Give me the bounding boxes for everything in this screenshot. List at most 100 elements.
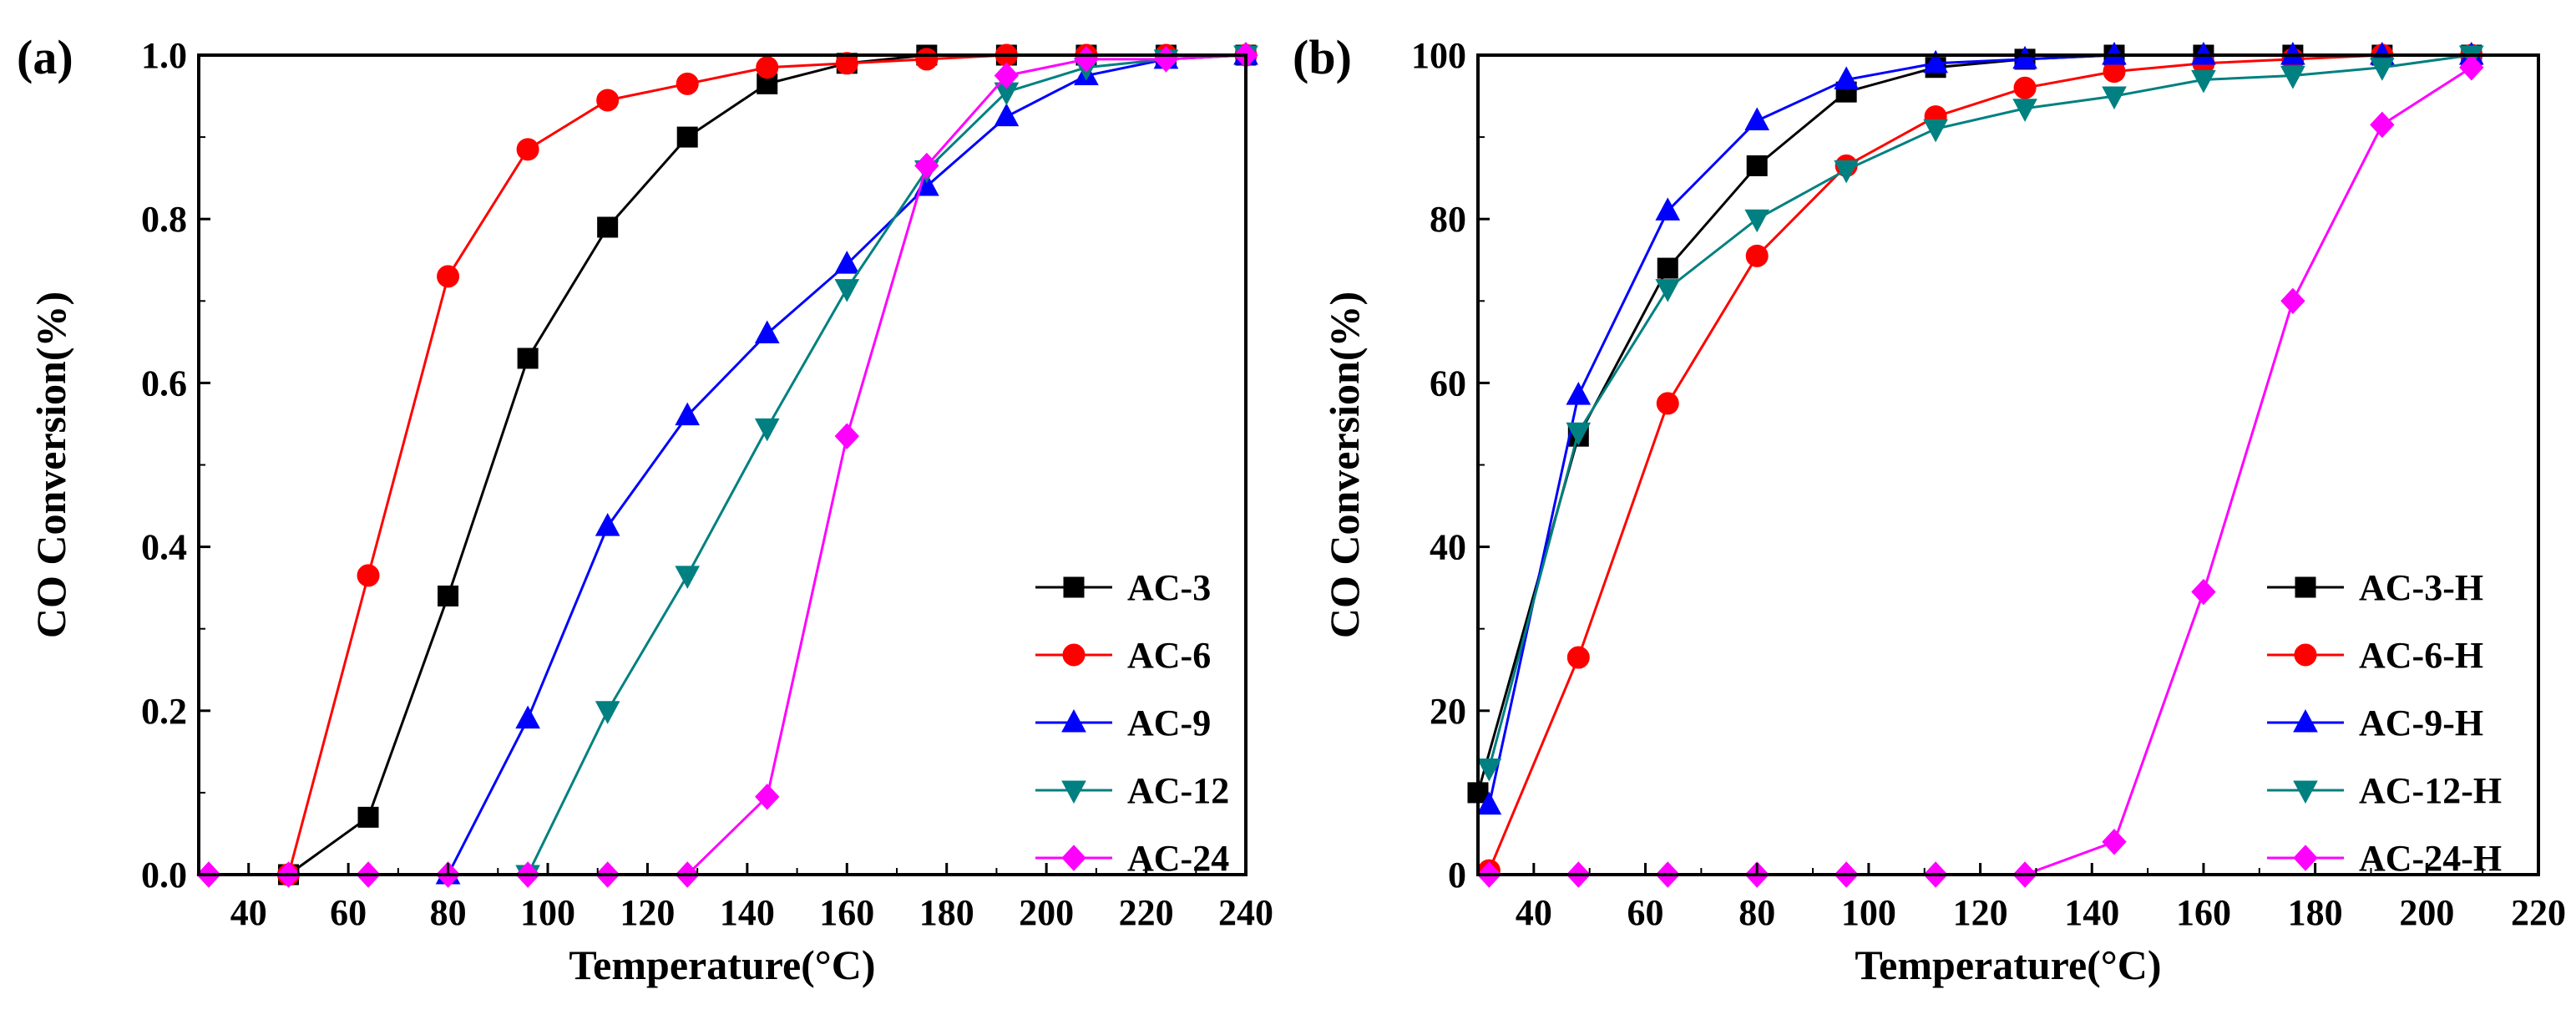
panel-a-ytick-label-2: 0.4 — [141, 527, 187, 568]
panel-a-xtick-label-220: 220 — [1119, 892, 1174, 933]
panel-a-xtick-label-200: 200 — [1019, 892, 1074, 933]
panel-a-legend-label-ac-3: AC-3 — [1127, 567, 1211, 608]
panel-a-x-axis-title: Temperature(°C) — [569, 941, 875, 988]
panel-a-point-ac-6-8 — [915, 48, 939, 71]
panel-b-xtick-label-120: 120 — [1953, 892, 2008, 933]
panel-b-ytick-label-0: 0 — [1448, 855, 1466, 896]
panel-b-legend-marker-ac-3-h — [2295, 576, 2316, 598]
panel-b-line-ac-6-h — [1488, 53, 2472, 871]
panel-b-xtick-label-60: 60 — [1627, 892, 1664, 933]
panel-b-legend-marker-ac-6-h — [2294, 643, 2317, 667]
panel-a-point-ac-6-6 — [756, 56, 779, 79]
panel-b-legend-label-ac-24-h: AC-24-H — [2359, 838, 2502, 879]
panel-a-label: (a) — [17, 30, 73, 84]
panel-a-point-ac-24-10 — [994, 62, 1020, 89]
panel-a-point-ac-6-2 — [437, 265, 460, 288]
panel-a-point-ac-24-8 — [834, 423, 859, 449]
panel-b-legend-marker-ac-24-h — [2293, 845, 2318, 871]
panel-a-legend-marker-ac-6 — [1062, 643, 1086, 667]
panel-b-legend-label-ac-9-h: AC-9-H — [2359, 703, 2483, 743]
panel-b-ytick-label-3: 60 — [1430, 363, 1466, 403]
panel-b-point-ac-12-h-10 — [2370, 58, 2395, 81]
panel-b-xtick-label-160: 160 — [2176, 892, 2231, 933]
panel-a-point-ac-6-1 — [357, 564, 380, 587]
panel-a-legend-marker-ac-24 — [1061, 845, 1086, 871]
panel-b-legend-marker-ac-9-h — [2293, 708, 2318, 733]
panel-b-label: (b) — [1293, 30, 1352, 84]
panel-b-point-ac-24-h-7 — [2102, 829, 2127, 855]
panel-b-point-ac-12-h-6 — [2012, 99, 2037, 122]
panel-a-point-ac-3-5 — [676, 126, 698, 148]
panel-b-xtick-label-180: 180 — [2288, 892, 2343, 933]
panel-a-point-ac-12-3 — [754, 418, 780, 442]
panel-b-ytick-label-5: 100 — [1411, 35, 1466, 76]
panel-b-point-ac-9-h-0 — [1476, 791, 1502, 815]
panel-b-point-ac-9-h-1 — [1566, 382, 1592, 405]
panel-a-legend-label-ac-12: AC-12 — [1127, 770, 1229, 811]
panel-b-x-axis-title: Temperature(°C) — [1855, 941, 2161, 988]
panel-b-point-ac-9-h-2 — [1655, 197, 1681, 221]
panel-b-point-ac-9-h-4 — [1834, 66, 1859, 89]
panel-a-xtick-label-180: 180 — [919, 892, 974, 933]
panel-a-point-ac-6-7 — [835, 52, 858, 75]
panel-a-point-ac-9-5 — [834, 251, 860, 274]
panel-a-point-ac-9-1 — [515, 705, 540, 729]
panel-b-point-ac-3-h-2 — [1657, 257, 1678, 279]
panel-b-point-ac-12-h-9 — [2280, 66, 2305, 89]
panel-a-line-ac-12 — [526, 53, 1247, 875]
panel-a-point-ac-9-4 — [754, 320, 780, 344]
panel-b-y-axis-title: CO Conversion(%) — [1321, 292, 1368, 638]
panel-a-legend-label-ac-24: AC-24 — [1127, 838, 1229, 879]
panel-b-point-ac-6-h-6 — [2013, 76, 2037, 99]
panel-b-legend-label-ac-12-h: AC-12-H — [2359, 770, 2502, 811]
panel-b-point-ac-6-h-2 — [1656, 392, 1679, 415]
panel-a-xtick-label-100: 100 — [520, 892, 575, 933]
panel-b-legend-label-ac-6-h: AC-6-H — [2359, 635, 2483, 676]
panel-a-point-ac-12-2 — [675, 566, 701, 589]
panel-b-point-ac-12-h-1 — [1566, 422, 1592, 446]
panel-a-ytick-label-5: 1.0 — [141, 35, 187, 76]
panel-a-point-ac-6-3 — [516, 138, 539, 161]
panel-a-ytick-label-3: 0.6 — [141, 363, 187, 403]
panel-b-point-ac-12-h-3 — [1744, 209, 1770, 233]
panel-b-point-ac-24-h-10 — [2370, 111, 2395, 139]
panel-a-point-ac-12-4 — [834, 279, 860, 302]
panel-a-point-ac-9-3 — [675, 402, 701, 426]
panel-b-point-ac-9-h-3 — [1744, 107, 1770, 130]
panel-a-point-ac-6-4 — [596, 89, 620, 112]
panel-b-point-ac-24-h-11 — [2459, 53, 2484, 81]
panel-a-point-ac-3-2 — [438, 585, 459, 606]
panel-b-point-ac-6-h-1 — [1566, 646, 1590, 669]
panel-a-point-ac-12-1 — [595, 701, 620, 724]
panel-a-legend-marker-ac-3 — [1063, 576, 1085, 598]
panel-a-legend-marker-ac-12 — [1061, 780, 1086, 804]
panel-a-point-ac-9-2 — [595, 513, 620, 536]
panel-b-xtick-label-140: 140 — [2064, 892, 2119, 933]
panel-a-ytick-label-4: 0.8 — [141, 199, 187, 240]
panel-a-point-ac-24-7 — [755, 784, 780, 810]
panel-a-y-axis-title: CO Conversion(%) — [28, 292, 74, 638]
panel-b-xtick-label-40: 40 — [1516, 892, 1552, 933]
panel-a-ytick-label-0: 0.0 — [141, 855, 187, 896]
panel-b-point-ac-9-h-5 — [1923, 49, 1948, 74]
panel-a-xtick-label-40: 40 — [230, 892, 267, 933]
panel-a-point-ac-3-1 — [357, 806, 379, 828]
panel-b-xtick-label-100: 100 — [1841, 892, 1896, 933]
panel-b-point-ac-12-h-4 — [1834, 160, 1859, 184]
panel-b-line-ac-12-h — [1487, 53, 2472, 769]
panel-a-legend-label-ac-6: AC-6 — [1127, 635, 1211, 676]
panel-b-point-ac-9-h-6 — [2012, 45, 2037, 69]
panel-a-chart: (a) 40 60 80 100 120 140 160 180 200 220 240 0.0 0.2 0… — [17, 30, 1273, 988]
panel-b-xtick-label-200: 200 — [2399, 892, 2454, 933]
panel-a-point-ac-3-3 — [517, 348, 539, 369]
panel-a-xtick-label-240: 240 — [1218, 892, 1273, 933]
panel-b-point-ac-24-h-9 — [2280, 287, 2305, 315]
panel-a-legend-marker-ac-9 — [1061, 708, 1086, 733]
panel-a-xtick-label-80: 80 — [430, 892, 467, 933]
panel-b-ytick-label-4: 80 — [1430, 199, 1466, 240]
panel-a-ytick-label-1: 0.2 — [141, 691, 187, 732]
panel-b-xtick-label-80: 80 — [1738, 892, 1775, 933]
panel-b-point-ac-24-h-8 — [2191, 578, 2216, 606]
